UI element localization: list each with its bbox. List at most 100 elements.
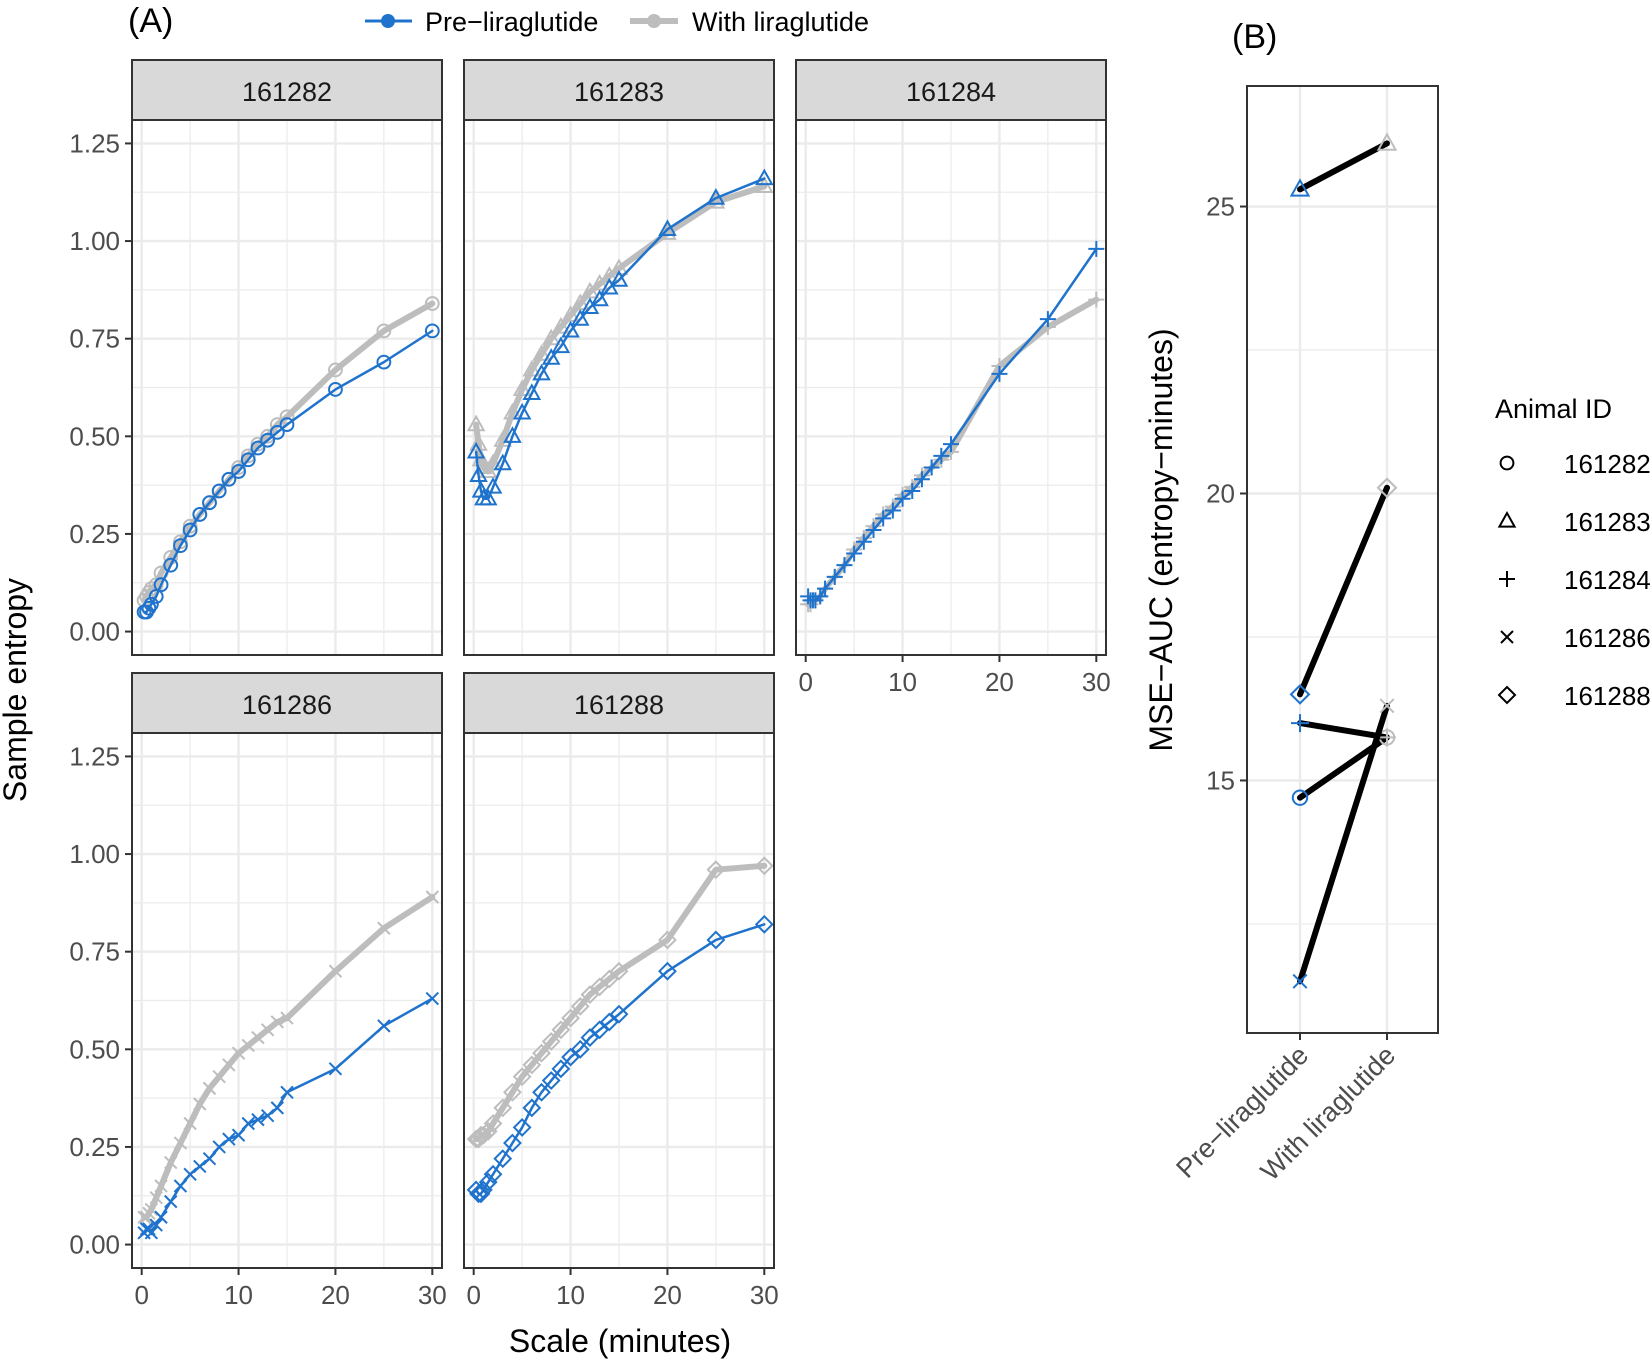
data-point-with (503, 402, 522, 420)
data-point-pre (182, 522, 198, 538)
data-point-with (541, 1032, 561, 1051)
y-tick-label: 0.75 (69, 324, 120, 354)
data-point-with (142, 1206, 156, 1221)
data-point-pre (493, 1149, 513, 1169)
legend-b-label: 161282 (1564, 449, 1650, 479)
data-point-with (522, 359, 542, 377)
gridlines-161288 (464, 733, 774, 1268)
data-point-pre (473, 1180, 493, 1200)
data-point-pre (202, 1151, 217, 1166)
facet-161282: 161282 0.00 0.25 0.50 0.75 1.00 1.25 (69, 59, 443, 656)
data-point-pre (328, 1062, 343, 1076)
data-point-with (473, 1125, 493, 1145)
auc-point-pre-161283 (1289, 178, 1311, 197)
data-point-pre (817, 580, 834, 597)
x-tick-label: 30 (750, 1280, 779, 1310)
data-point-with (139, 1210, 154, 1224)
facet-161288: 161288 0 10 20 30 (463, 672, 779, 1310)
facet-161283: 161283 (463, 59, 775, 656)
x-tick-label: 0 (134, 1280, 148, 1310)
data-point-pre (250, 440, 266, 456)
data-point-pre (580, 297, 600, 315)
facet-border-161282 (131, 119, 443, 656)
auc-point-with-161288 (1376, 477, 1398, 499)
legend-b-key-161284 (1499, 571, 1515, 587)
data-point-pre (240, 452, 256, 468)
data-point-pre (241, 1116, 255, 1131)
data-point-with (231, 1046, 246, 1060)
data-point-with (240, 448, 256, 464)
legend-a: Pre−liraglutide With liraglutide (365, 7, 869, 37)
data-point-pre (212, 1140, 226, 1154)
data-point-with (483, 453, 503, 471)
data-point-with (512, 1067, 532, 1087)
data-point-with (202, 1081, 217, 1096)
data-point-with (222, 1058, 236, 1072)
data-point-pre (570, 309, 590, 326)
auc-point-with-161286 (1379, 698, 1395, 714)
legend-with-label: With liraglutide (692, 7, 869, 37)
data-point-pre (512, 1118, 532, 1137)
legend-b-title: Animal ID (1495, 394, 1612, 424)
data-point-pre (142, 1222, 156, 1236)
data-point-pre (376, 354, 392, 370)
data-point-with (503, 1082, 522, 1102)
x-tick-label: 10 (556, 1280, 585, 1310)
facet-border-161286 (131, 732, 443, 1269)
data-point-with (328, 964, 343, 978)
facet-border-161283 (463, 119, 775, 656)
data-point-with (590, 977, 610, 997)
data-point-pre (483, 1164, 503, 1184)
data-point-pre (532, 1082, 551, 1102)
facet-strip-161282 (131, 59, 443, 121)
data-point-with (541, 328, 561, 346)
data-point-with (425, 890, 440, 904)
legend-b-label: 161284 (1564, 565, 1650, 595)
data-point-pre (541, 1071, 561, 1090)
data-point-with (580, 985, 600, 1005)
legend-b-key-161282 (1499, 455, 1515, 471)
data-point-pre (328, 382, 343, 397)
x-tick-label: 0 (466, 1280, 480, 1310)
data-point-pre (590, 289, 609, 307)
gridlines-161282 (132, 120, 442, 655)
y-tick-label: 1.00 (69, 839, 120, 869)
facet-title-161284: 161284 (906, 77, 996, 107)
auc-point-pre-161286 (1292, 973, 1308, 989)
facet-161286: 161286 0.00 0.25 0.50 0.75 1.00 1.25 0 10 20 30 (69, 672, 447, 1310)
data-point-pre (270, 1101, 285, 1115)
legend-pre-label: Pre−liraglutide (425, 7, 598, 37)
facet-strip-161286 (131, 672, 443, 734)
auc-point-pre-161284 (1291, 714, 1309, 733)
data-point-with (570, 996, 590, 1016)
x-axis-title-a: Scale (minutes) (509, 1323, 731, 1359)
panel-label-a: (A) (128, 2, 173, 40)
data-point-pre (923, 459, 940, 476)
data-point-pre (1088, 240, 1105, 257)
data-point-with (164, 1155, 178, 1170)
panel-label-b: (B) (1232, 18, 1277, 56)
data-point-with (522, 1055, 542, 1075)
x-tick-label: 10 (224, 1280, 253, 1310)
data-point-pre (609, 1004, 629, 1024)
data-point-with (149, 1191, 163, 1205)
facet-title-161288: 161288 (574, 690, 664, 720)
data-point-pre (541, 348, 561, 365)
y-axis-title-b: MSE−AUC (entropy−minutes) (1143, 328, 1179, 751)
data-point-pre (503, 426, 522, 443)
x-tick-label: 10 (888, 667, 917, 697)
auc-line-161283 (1297, 140, 1390, 193)
data-point-pre (144, 1226, 159, 1240)
data-point-pre (658, 961, 677, 981)
data-point-pre (561, 320, 580, 338)
data-point-with (755, 176, 774, 193)
x-tick-label: 20 (321, 1280, 350, 1310)
data-point-pre (1039, 311, 1056, 328)
auc-y-tick-label: 15 (1206, 765, 1235, 795)
data-point-pre (522, 1098, 542, 1118)
data-point-with (561, 1008, 580, 1028)
data-point-pre (173, 538, 188, 554)
data-point-pre (609, 270, 629, 287)
auc-panel-border (1246, 85, 1439, 1034)
